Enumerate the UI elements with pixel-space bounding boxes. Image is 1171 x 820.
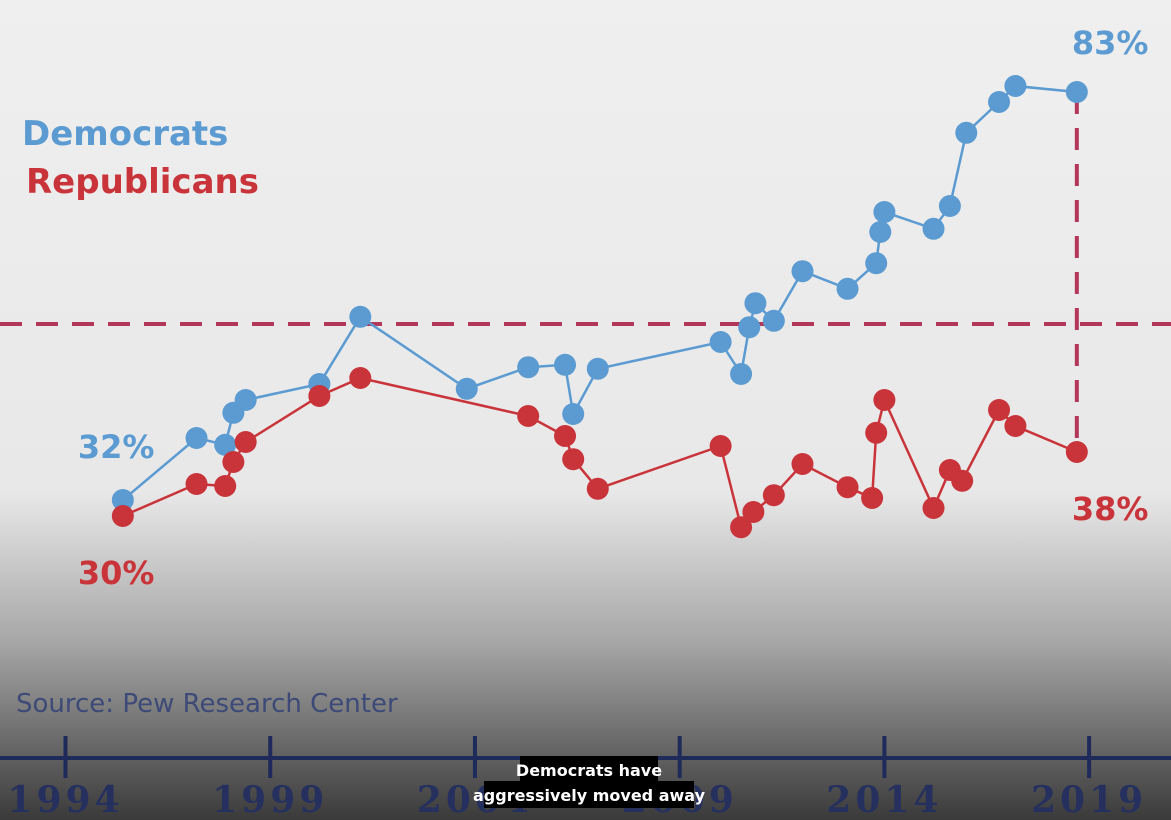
value-label: 32%	[78, 428, 155, 466]
point	[730, 516, 753, 539]
source: Source: Pew Research Center	[16, 689, 398, 719]
point	[922, 497, 945, 519]
point	[234, 431, 257, 453]
point	[922, 217, 945, 240]
series-line	[122, 84, 1077, 501]
point	[586, 477, 609, 500]
point	[988, 399, 1011, 421]
point	[861, 487, 884, 509]
point	[955, 121, 978, 144]
point	[730, 363, 753, 385]
x-tick-label: 2014	[826, 779, 942, 820]
point	[865, 421, 888, 444]
point	[517, 356, 540, 379]
point	[234, 389, 257, 411]
point	[308, 385, 331, 407]
legend-entry: Democrats	[22, 114, 228, 154]
point	[1004, 415, 1027, 437]
point	[865, 252, 888, 275]
point	[836, 476, 859, 499]
point	[738, 316, 761, 339]
point	[222, 451, 245, 473]
point	[869, 221, 892, 243]
point	[586, 357, 609, 380]
point	[762, 484, 785, 507]
point	[1004, 75, 1027, 97]
value-label: 38%	[1072, 490, 1149, 528]
point	[554, 425, 577, 447]
point	[111, 505, 134, 527]
point	[873, 201, 896, 223]
x-tick-label: 1994	[7, 779, 123, 820]
caption-box	[484, 781, 694, 808]
point	[709, 435, 732, 457]
caption-line: Democrats have	[516, 761, 662, 780]
point	[742, 501, 765, 523]
point	[836, 277, 859, 300]
value-label: 83%	[1072, 24, 1149, 62]
point	[762, 309, 785, 332]
point	[185, 427, 208, 449]
point	[214, 475, 237, 497]
point	[744, 292, 767, 315]
point	[988, 91, 1011, 113]
point	[709, 331, 732, 353]
point	[873, 389, 896, 411]
point	[111, 489, 134, 511]
value-label: 30%	[78, 554, 155, 592]
point	[455, 377, 478, 400]
x-tick-label: 1999	[212, 779, 328, 820]
point	[185, 473, 208, 495]
point	[791, 453, 814, 475]
caption: Democrats have aggressively moved away	[473, 756, 706, 808]
point	[349, 305, 372, 328]
point	[214, 433, 237, 456]
point	[349, 367, 372, 389]
caption-line: aggressively moved away	[473, 786, 706, 805]
point	[951, 469, 974, 492]
point	[938, 195, 961, 217]
caption-box	[520, 756, 658, 783]
point	[791, 260, 814, 283]
point	[1065, 441, 1088, 463]
x-tick-label: 2019	[1031, 779, 1147, 820]
point	[554, 353, 577, 376]
point	[1065, 81, 1088, 103]
point	[562, 448, 585, 471]
legend-entry: Republicans	[26, 162, 259, 202]
point	[562, 403, 585, 425]
point	[517, 405, 540, 427]
